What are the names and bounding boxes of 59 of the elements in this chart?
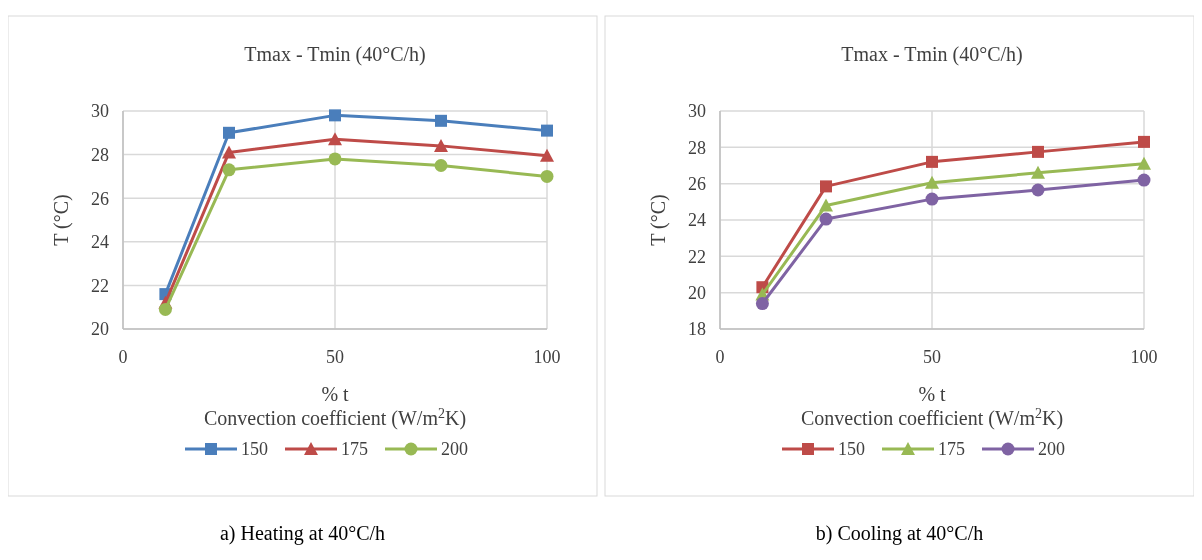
point [540,169,554,183]
point [1138,135,1150,148]
point [328,132,342,146]
point [1031,183,1045,197]
point [158,302,172,316]
point [1137,156,1151,170]
point [925,192,939,206]
point [819,212,833,226]
y-tick-label: 26 [91,188,109,209]
x-tick-label: 50 [923,347,941,367]
x-tick-label: 50 [326,347,344,367]
point [222,163,236,177]
point [925,175,939,189]
point [1137,173,1151,187]
point [223,126,235,139]
x-axis-title: % t Convection coefficient (W/m$^{2}$K) [203,383,467,430]
x-tick-label: 100 [533,347,561,367]
y-tick-label: 24 [91,232,109,253]
y-tick-label: 20 [688,282,706,303]
point [1031,165,1045,179]
y-tick-label: 30 [91,101,109,122]
point [328,152,342,166]
x-tick-label: 0 [715,347,725,367]
x-tick-label: 0 [118,347,128,367]
y-tick-label: 26 [688,173,706,194]
text: b) Cooling at 40°C/h [815,522,984,545]
legend-label: 150 [241,439,268,460]
y-axis-title: T (°C) [50,194,73,246]
point [435,114,447,127]
legend-label: 200 [1038,439,1065,460]
point [755,297,769,311]
chart-title: Tmax - Tmin (40°C/h) [841,43,1023,66]
y-tick-label: 24 [688,210,706,231]
point [329,109,341,122]
legend-label: 150 [838,439,865,460]
y-axis-title: T (°C) [647,194,670,246]
point [820,180,832,193]
point [222,145,236,159]
text: a) Heating at 40°C/h [219,522,386,545]
legend-label: 175 [938,439,965,460]
point [434,159,448,172]
point [819,198,833,212]
legend-label: 175 [341,439,368,460]
point [1032,145,1044,158]
point [926,155,938,168]
y-tick-label: 18 [688,319,706,340]
y-tick-label: 28 [91,144,109,165]
x-axis-title: % t Convection coefficient (W/m$^{2}$K) [800,383,1064,430]
point [540,148,554,162]
legend-label: 200 [441,439,468,460]
chart-title: Tmax - Tmin (40°C/h) [244,43,426,66]
y-tick-label: 28 [688,137,706,158]
y-tick-label: 22 [91,275,109,296]
point [434,138,448,152]
y-tick-label: 30 [688,101,706,122]
x-tick-label: 100 [1130,347,1158,367]
y-tick-label: 22 [688,246,706,267]
point [541,124,553,137]
y-tick-label: 20 [91,319,109,340]
